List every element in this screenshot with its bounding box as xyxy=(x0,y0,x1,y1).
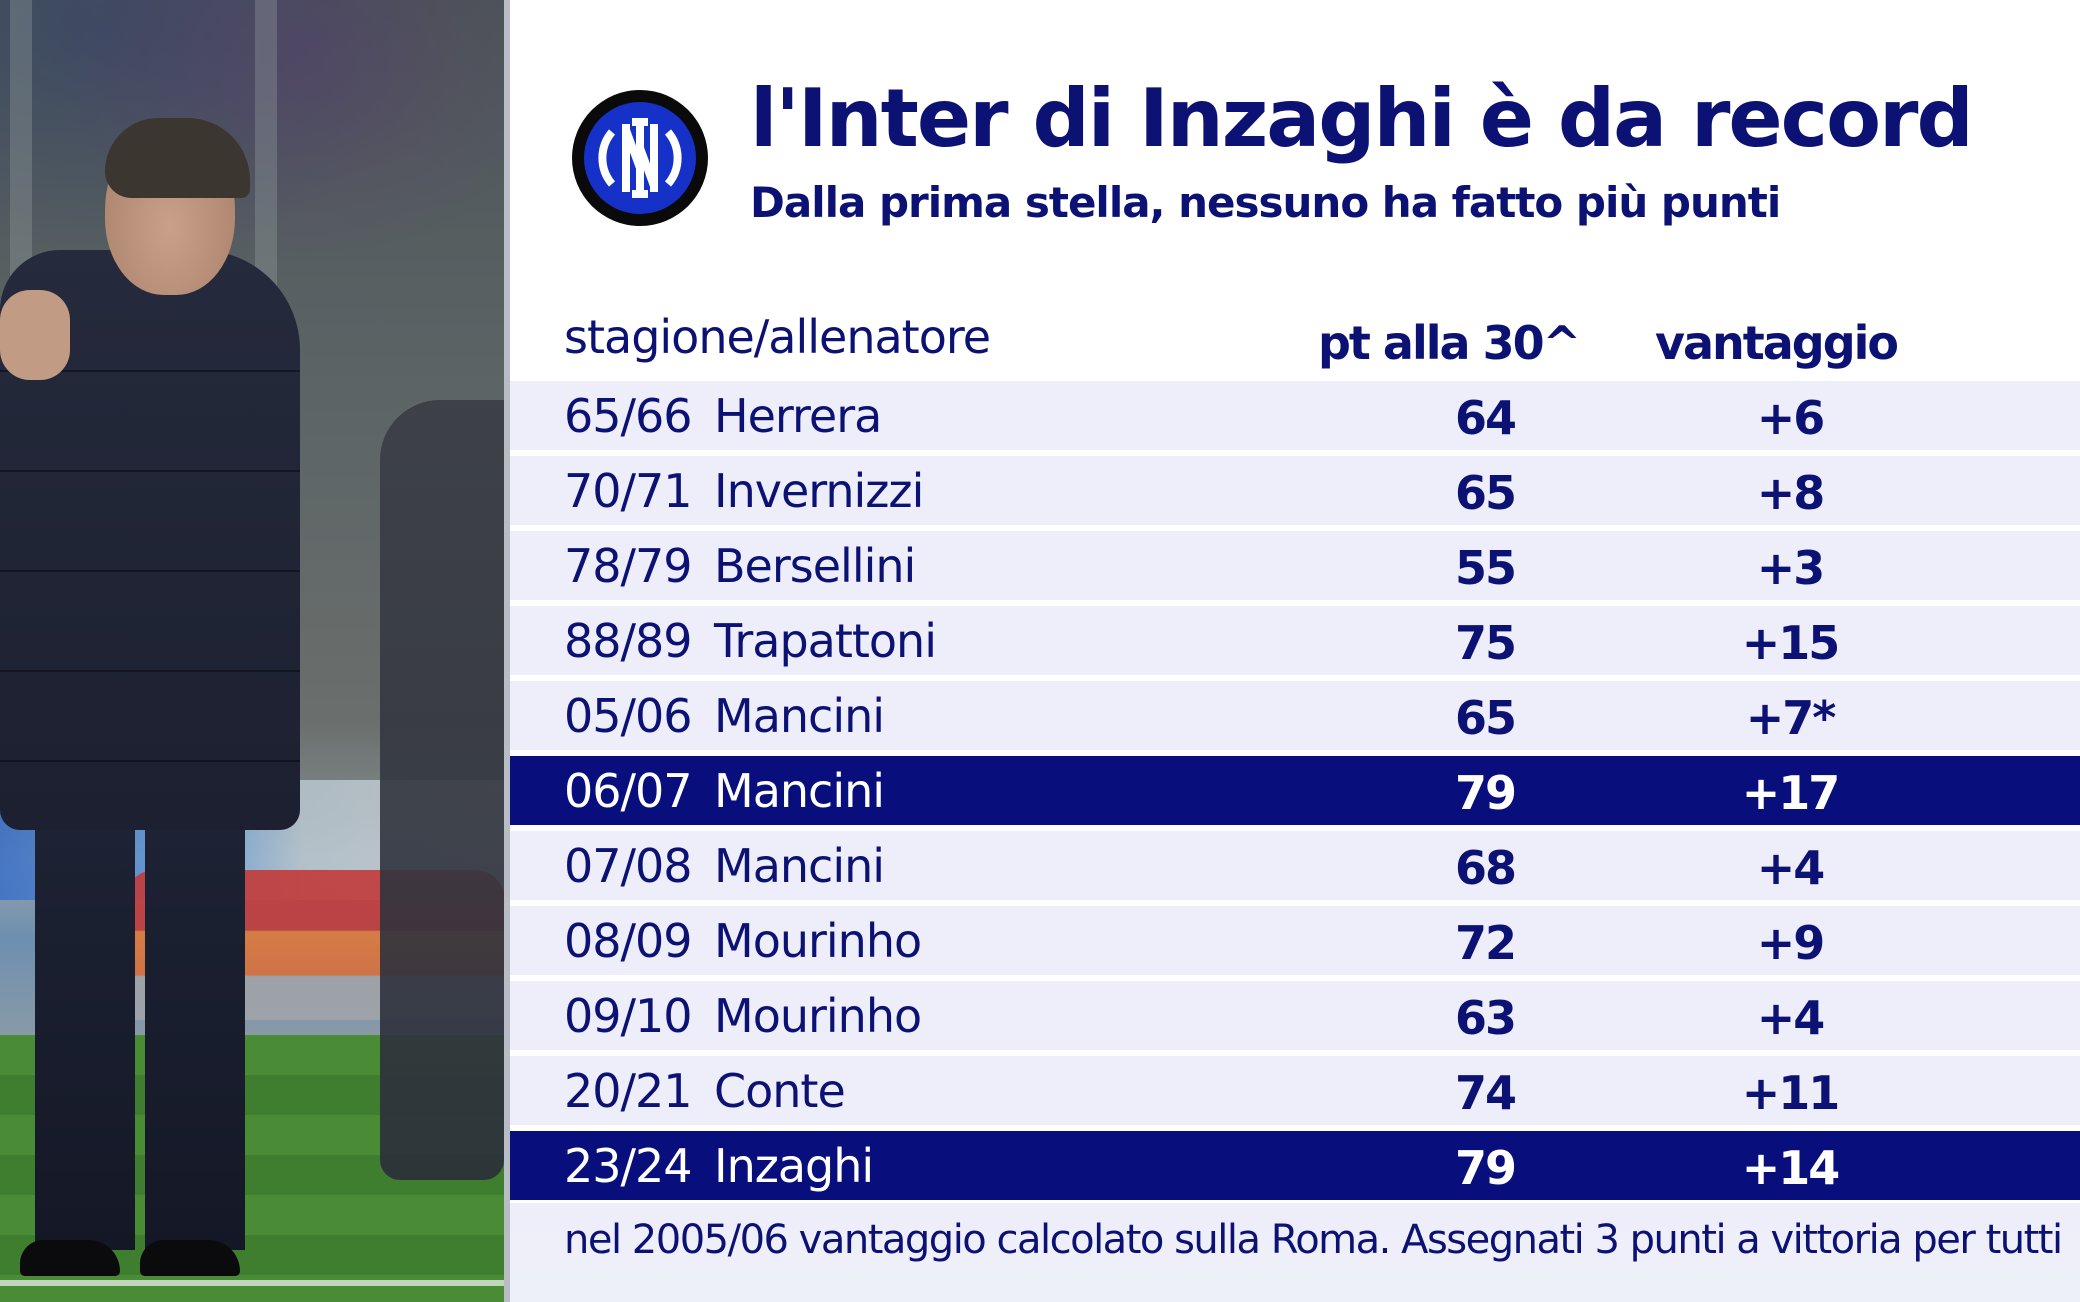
table-row: 20/21 Conte 74 +11 xyxy=(510,1056,2080,1125)
coach-leg xyxy=(145,830,245,1250)
page-title: l'Inter di Inzaghi è da record xyxy=(750,72,1974,165)
coach-shoe xyxy=(20,1240,120,1276)
advantage-cell: +4 xyxy=(1756,991,1826,1045)
season-cell: 23/24 xyxy=(564,1139,693,1193)
season-cell: 05/06 xyxy=(564,689,693,743)
background-person xyxy=(380,400,504,1180)
table-row: 88/89 Trapattoni 75 +15 xyxy=(510,606,2080,675)
column-header-advantage: vantaggio xyxy=(1655,316,1899,370)
points-cell: 75 xyxy=(1455,616,1517,670)
points-cell: 68 xyxy=(1455,841,1517,895)
panel-divider xyxy=(504,0,510,1302)
season-cell: 70/71 xyxy=(564,464,693,518)
season-cell: 09/10 xyxy=(564,989,693,1043)
coach-cell: Mancini xyxy=(714,764,885,818)
coach-cell: Bersellini xyxy=(714,539,916,593)
advantage-cell: +7* xyxy=(1745,691,1837,745)
season-cell: 07/08 xyxy=(564,839,693,893)
points-cell: 79 xyxy=(1455,766,1517,820)
coach-cell: Mancini xyxy=(714,689,885,743)
coach-shoe xyxy=(140,1240,240,1276)
coach-leg xyxy=(35,830,135,1250)
advantage-cell: +6 xyxy=(1756,391,1826,445)
column-header-season: stagione/allenatore xyxy=(564,310,991,364)
table-row: 65/66 Herrera 64 +6 xyxy=(510,381,2080,450)
coach-cell: Trapattoni xyxy=(714,614,937,668)
table-row-highlighted: 06/07 Mancini 79 +17 xyxy=(510,756,2080,825)
season-cell: 08/09 xyxy=(564,914,693,968)
table-header: stagione/allenatore pt alla 30^ vantaggi… xyxy=(510,300,2080,380)
table-row: 07/08 Mancini 68 +4 xyxy=(510,831,2080,900)
table-row: 09/10 Mourinho 63 +4 xyxy=(510,981,2080,1050)
inter-monogram-icon xyxy=(598,118,682,198)
advantage-cell: +9 xyxy=(1756,916,1826,970)
table-row-highlighted: 23/24 Inzaghi 79 +14 xyxy=(510,1131,2080,1200)
pitch-line xyxy=(0,1280,504,1286)
footnote-bar: nel 2005/06 vantaggio calcolato sulla Ro… xyxy=(510,1203,2080,1302)
points-cell: 63 xyxy=(1455,991,1517,1045)
advantage-cell: +17 xyxy=(1741,766,1841,820)
column-header-points: pt alla 30^ xyxy=(1318,316,1581,370)
advantage-cell: +8 xyxy=(1756,466,1826,520)
table-row: 70/71 Invernizzi 65 +8 xyxy=(510,456,2080,525)
advantage-cell: +15 xyxy=(1741,616,1841,670)
coach-cell: Mourinho xyxy=(714,914,922,968)
points-cell: 55 xyxy=(1455,541,1517,595)
season-cell: 20/21 xyxy=(564,1064,693,1118)
table-body: 65/66 Herrera 64 +6 70/71 Invernizzi 65 +8… xyxy=(510,381,2080,1206)
coach-cell: Mancini xyxy=(714,839,885,893)
advantage-cell: +11 xyxy=(1741,1066,1841,1120)
table-row: 78/79 Bersellini 55 +3 xyxy=(510,531,2080,600)
table-row: 05/06 Mancini 65 +7* xyxy=(510,681,2080,750)
advantage-cell: +14 xyxy=(1741,1141,1841,1195)
page-subtitle: Dalla prima stella, nessuno ha fatto più… xyxy=(750,178,1781,227)
advantage-cell: +4 xyxy=(1756,841,1826,895)
season-cell: 65/66 xyxy=(564,389,693,443)
coach-cell: Invernizzi xyxy=(714,464,924,518)
inter-logo-icon xyxy=(572,90,708,226)
advantage-cell: +3 xyxy=(1756,541,1826,595)
coach-cell: Herrera xyxy=(714,389,882,443)
coach-hair xyxy=(105,118,250,198)
coach-photo xyxy=(0,0,504,1302)
footnote-text: nel 2005/06 vantaggio calcolato sulla Ro… xyxy=(564,1217,2063,1263)
coach-hands xyxy=(0,290,70,380)
points-cell: 65 xyxy=(1455,466,1517,520)
stats-panel: l'Inter di Inzaghi è da record Dalla pri… xyxy=(510,0,2080,1302)
coach-figure xyxy=(0,0,320,1302)
coach-cell: Inzaghi xyxy=(714,1139,874,1193)
season-cell: 78/79 xyxy=(564,539,693,593)
points-cell: 72 xyxy=(1455,916,1517,970)
table-row: 08/09 Mourinho 72 +9 xyxy=(510,906,2080,975)
coach-cell: Mourinho xyxy=(714,989,922,1043)
coach-cell: Conte xyxy=(714,1064,846,1118)
points-cell: 79 xyxy=(1455,1141,1517,1195)
points-cell: 74 xyxy=(1455,1066,1517,1120)
season-cell: 06/07 xyxy=(564,764,693,818)
points-cell: 65 xyxy=(1455,691,1517,745)
points-cell: 64 xyxy=(1455,391,1517,445)
season-cell: 88/89 xyxy=(564,614,693,668)
